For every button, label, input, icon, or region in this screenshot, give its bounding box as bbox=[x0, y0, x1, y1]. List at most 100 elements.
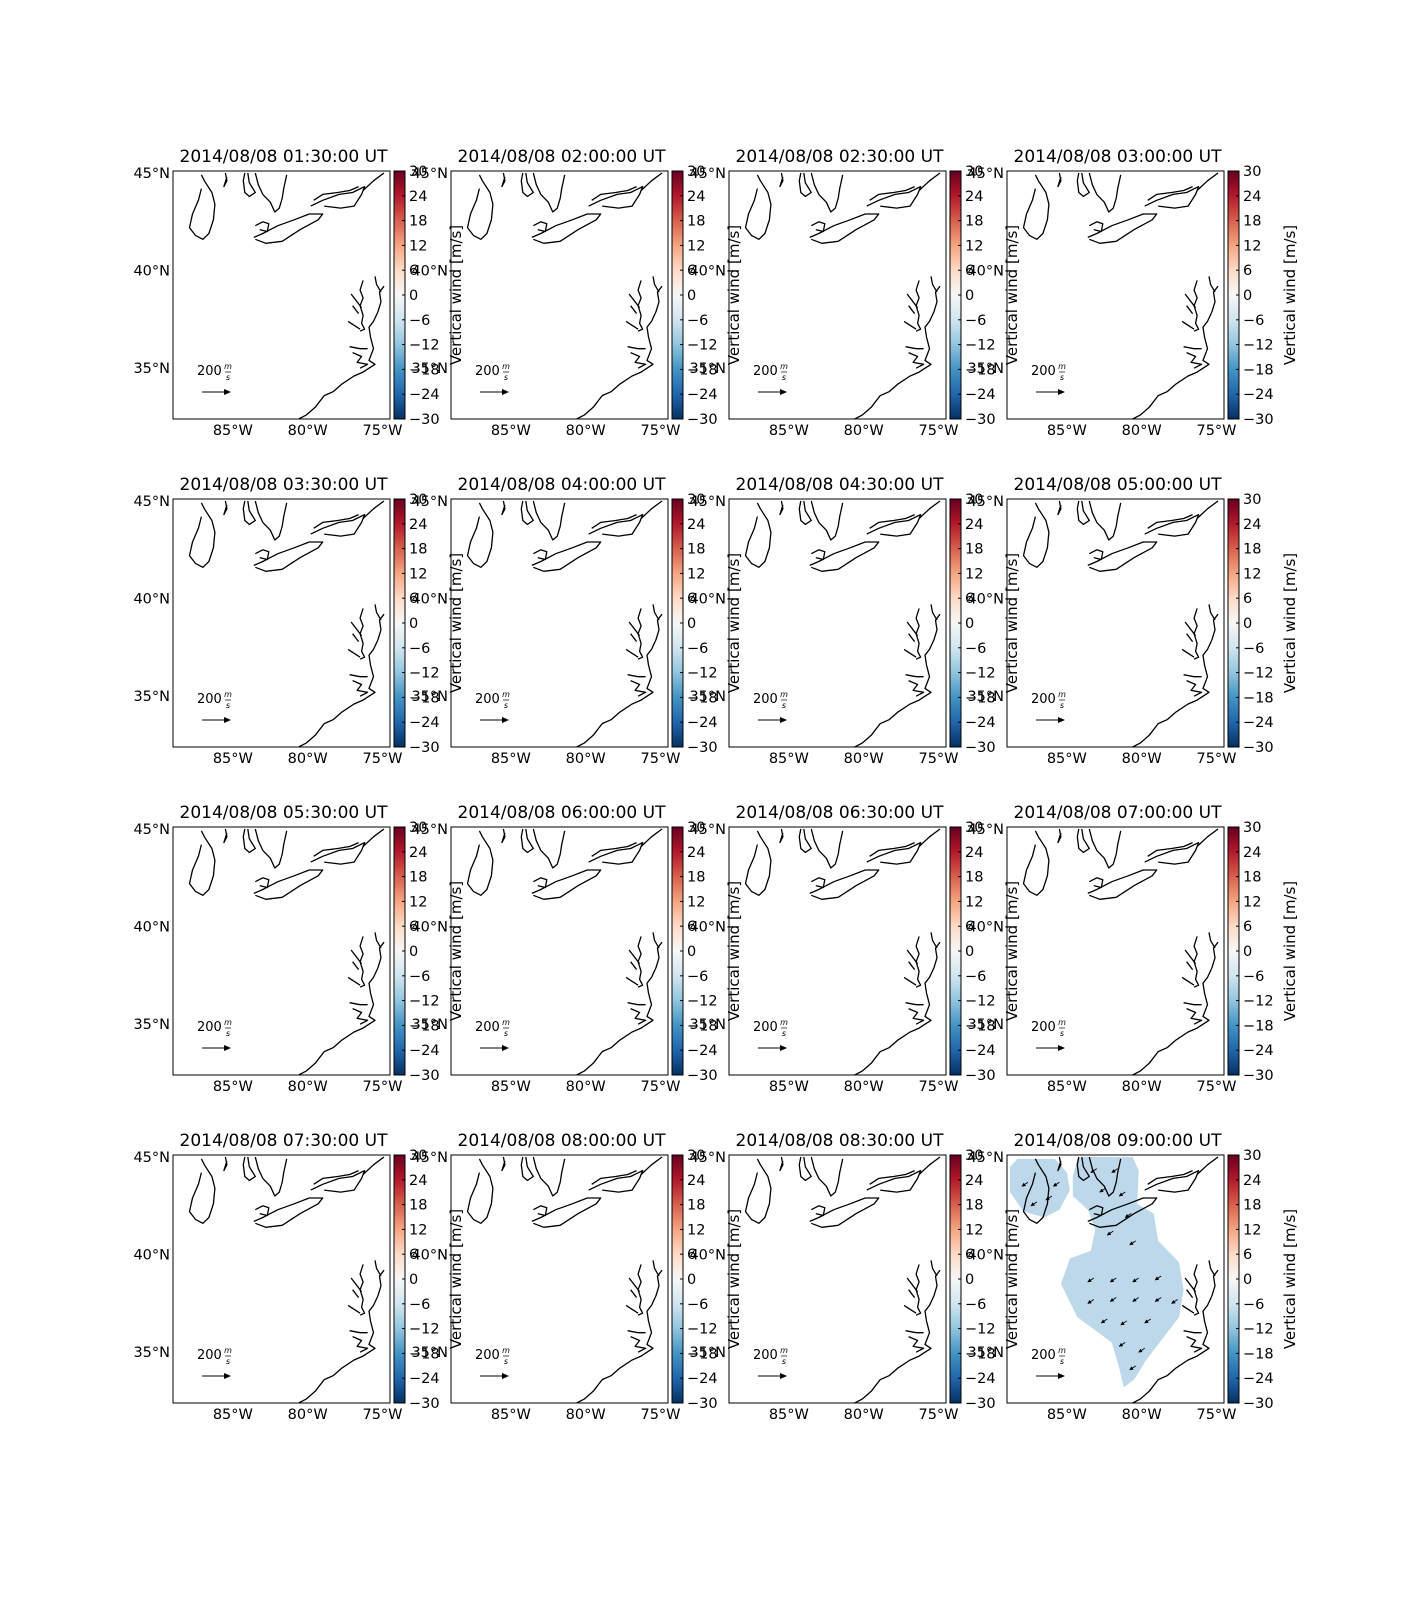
coastline-15 bbox=[625, 320, 639, 330]
coastline-9 bbox=[869, 186, 915, 201]
colorbar: 30 24 18 12 6 0 −6 −12 −18 −24 −30 Vertical wind [m… bbox=[1227, 1148, 1299, 1412]
colorbar-tick-label: 18 bbox=[409, 870, 427, 886]
colorbar-tick-label: 0 bbox=[1243, 288, 1252, 304]
lat-tick-label: 45°N bbox=[411, 1150, 448, 1166]
map-frame bbox=[450, 1154, 669, 1404]
coastline-10 bbox=[298, 613, 385, 748]
quiver-key-unit-numerator: m bbox=[1058, 1346, 1066, 1355]
quiver-key-unit-denominator: s bbox=[1060, 1357, 1064, 1366]
coastline-4 bbox=[1076, 828, 1090, 854]
coastline-6 bbox=[1089, 1205, 1104, 1217]
panel-title: 2014/08/08 03:00:00 UT bbox=[1014, 147, 1223, 167]
wind-vector-13 bbox=[1109, 1277, 1117, 1283]
wind-vector-18 bbox=[1132, 1297, 1139, 1302]
map-frame bbox=[728, 498, 947, 748]
coastline-12 bbox=[1208, 932, 1216, 949]
lat-tick-label: 40°N bbox=[133, 920, 170, 936]
lon-tick-label: 85°W bbox=[213, 1407, 253, 1423]
colorbar-tick-label: 0 bbox=[409, 616, 418, 632]
panel-title: 2014/08/08 08:30:00 UT bbox=[736, 1131, 945, 1151]
colorbar-tick-label: −6 bbox=[965, 969, 986, 985]
lon-tick-label: 80°W bbox=[288, 423, 328, 439]
map-panel-1: 2014/08/08 01:30:00 UT 45°N 40°N 35°N 85°W 80… bbox=[133, 147, 465, 439]
coastline-4 bbox=[1076, 172, 1090, 198]
quiver-key-unit-denominator: s bbox=[782, 701, 786, 710]
coastline-17 bbox=[1183, 674, 1202, 678]
colorbar-tick-label: 24 bbox=[687, 1173, 705, 1189]
colorbar-tick-label: 12 bbox=[409, 566, 427, 582]
coastline-17 bbox=[349, 346, 368, 350]
colorbar-tick-label: 6 bbox=[409, 263, 418, 279]
quiver-key: 200 ms bbox=[197, 1346, 232, 1379]
colorbar-tick-label: −18 bbox=[965, 1346, 996, 1362]
colorbar-tick-label: 6 bbox=[409, 1247, 418, 1263]
colorbar-tick-label: 12 bbox=[1243, 238, 1261, 254]
colorbar: 30 24 18 12 6 0 −6 −12 −18 −24 −30 Vertical wind [m… bbox=[949, 164, 1021, 428]
colorbar-tick-label: −12 bbox=[687, 338, 718, 354]
coastline-8 bbox=[640, 172, 663, 191]
coastline-15 bbox=[903, 648, 917, 658]
coastline-17 bbox=[627, 1002, 646, 1006]
lon-tick-label: 80°W bbox=[566, 751, 606, 767]
lon-tick-label: 75°W bbox=[362, 423, 402, 439]
coastline-4 bbox=[520, 500, 534, 526]
coastline-16 bbox=[352, 680, 369, 697]
coastline-5 bbox=[531, 869, 602, 900]
wind-vector-4 bbox=[1052, 1181, 1060, 1187]
colorbar-tick-label: 6 bbox=[965, 1247, 974, 1263]
lat-tick-label: 45°N bbox=[689, 822, 726, 838]
coastline-16 bbox=[908, 352, 925, 369]
map-frame bbox=[1006, 170, 1225, 420]
coastline-3 bbox=[532, 1156, 566, 1197]
coastline-16 bbox=[630, 352, 647, 369]
coastline-10 bbox=[1132, 285, 1219, 420]
colorbar-tick-label: −6 bbox=[409, 641, 430, 657]
coastline-7 bbox=[1144, 1169, 1200, 1193]
lon-tick-label: 80°W bbox=[566, 1079, 606, 1095]
quiver-key-unit-numerator: m bbox=[224, 362, 232, 371]
colorbar-tick-label: 6 bbox=[965, 591, 974, 607]
quiver-key: 200 ms bbox=[753, 690, 788, 723]
coastline-14 bbox=[908, 961, 916, 970]
coastline-17 bbox=[1183, 1330, 1202, 1334]
wind-vector-23 bbox=[1144, 1318, 1151, 1324]
coastline-12 bbox=[374, 604, 382, 621]
coastline-3 bbox=[1088, 172, 1122, 213]
colorbar: 30 24 18 12 6 0 −6 −12 −18 −24 −30 Vertical wind [m… bbox=[671, 492, 743, 756]
colorbar-tick-label: 12 bbox=[687, 238, 705, 254]
colorbar-tick-label: 18 bbox=[965, 542, 983, 558]
lat-tick-label: 35°N bbox=[689, 361, 726, 377]
coastline-12 bbox=[652, 604, 660, 621]
lat-tick-label: 35°N bbox=[411, 361, 448, 377]
coastline-1 bbox=[1022, 502, 1050, 568]
coastline-5 bbox=[1087, 1197, 1158, 1228]
coastline-12 bbox=[930, 276, 938, 293]
quiver-key-unit-numerator: m bbox=[502, 362, 510, 371]
coastline-10 bbox=[576, 613, 663, 748]
wind-vector-16 bbox=[1087, 1299, 1095, 1304]
coastline-5 bbox=[809, 213, 880, 244]
coastline-2 bbox=[501, 172, 506, 188]
lon-tick-label: 85°W bbox=[1047, 1407, 1087, 1423]
lat-tick-label: 45°N bbox=[967, 166, 1004, 182]
colorbar-tick-label: 18 bbox=[965, 870, 983, 886]
coastline-4 bbox=[798, 828, 812, 854]
map-frame bbox=[1006, 1154, 1225, 1404]
coastline-15 bbox=[625, 1304, 639, 1314]
colorbar-tick-label: −18 bbox=[1243, 362, 1274, 378]
lat-tick-label: 35°N bbox=[411, 1017, 448, 1033]
quiver-key-value: 200 bbox=[1031, 1348, 1056, 1363]
lon-tick-label: 85°W bbox=[491, 1407, 531, 1423]
colorbar-tick-label: −30 bbox=[687, 412, 718, 428]
lon-tick-label: 75°W bbox=[362, 1079, 402, 1095]
coastline-9 bbox=[869, 514, 915, 529]
coastline-2 bbox=[501, 828, 506, 844]
coastline-14 bbox=[908, 1289, 916, 1298]
quiver-key-unit-numerator: m bbox=[780, 1018, 788, 1027]
coastline-3 bbox=[810, 1156, 844, 1197]
coastline-10 bbox=[854, 941, 941, 1076]
colorbar-tick-label: −6 bbox=[1243, 1297, 1264, 1313]
coastline-12 bbox=[652, 1260, 660, 1277]
colorbar-tick-label: 0 bbox=[965, 944, 974, 960]
